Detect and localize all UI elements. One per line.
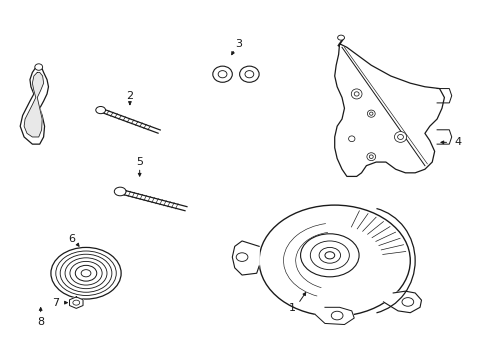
Circle shape bbox=[310, 241, 348, 270]
Text: 5: 5 bbox=[136, 157, 143, 167]
Circle shape bbox=[325, 252, 334, 259]
Text: 3: 3 bbox=[235, 40, 242, 49]
Polygon shape bbox=[20, 65, 48, 144]
Text: 6: 6 bbox=[68, 234, 75, 244]
Ellipse shape bbox=[397, 134, 403, 139]
Circle shape bbox=[75, 265, 97, 281]
Polygon shape bbox=[232, 241, 259, 275]
Polygon shape bbox=[436, 130, 451, 144]
Circle shape bbox=[81, 270, 91, 277]
Ellipse shape bbox=[368, 155, 372, 158]
Ellipse shape bbox=[350, 89, 361, 99]
Ellipse shape bbox=[353, 92, 358, 96]
Circle shape bbox=[259, 205, 409, 316]
Ellipse shape bbox=[218, 71, 226, 78]
Polygon shape bbox=[383, 291, 421, 313]
Ellipse shape bbox=[212, 66, 232, 82]
Polygon shape bbox=[69, 297, 83, 309]
Circle shape bbox=[73, 300, 80, 305]
Text: 1: 1 bbox=[288, 303, 295, 314]
Text: 4: 4 bbox=[453, 138, 461, 147]
Ellipse shape bbox=[366, 110, 374, 117]
Text: 2: 2 bbox=[126, 91, 133, 101]
Ellipse shape bbox=[35, 64, 42, 70]
Text: 8: 8 bbox=[37, 317, 44, 327]
Text: 7: 7 bbox=[52, 298, 59, 308]
Circle shape bbox=[236, 253, 247, 261]
Circle shape bbox=[330, 311, 342, 320]
Polygon shape bbox=[436, 89, 451, 103]
Ellipse shape bbox=[244, 71, 253, 78]
Circle shape bbox=[300, 234, 358, 277]
Ellipse shape bbox=[366, 153, 375, 161]
Circle shape bbox=[51, 247, 121, 299]
Ellipse shape bbox=[348, 136, 354, 141]
Ellipse shape bbox=[239, 66, 259, 82]
Ellipse shape bbox=[394, 132, 406, 142]
Circle shape bbox=[96, 107, 105, 114]
Circle shape bbox=[114, 187, 126, 196]
Circle shape bbox=[319, 247, 340, 263]
Circle shape bbox=[337, 35, 344, 40]
Polygon shape bbox=[334, 44, 444, 176]
Polygon shape bbox=[24, 72, 43, 137]
Circle shape bbox=[401, 298, 413, 306]
Ellipse shape bbox=[369, 112, 372, 115]
Polygon shape bbox=[315, 307, 353, 324]
